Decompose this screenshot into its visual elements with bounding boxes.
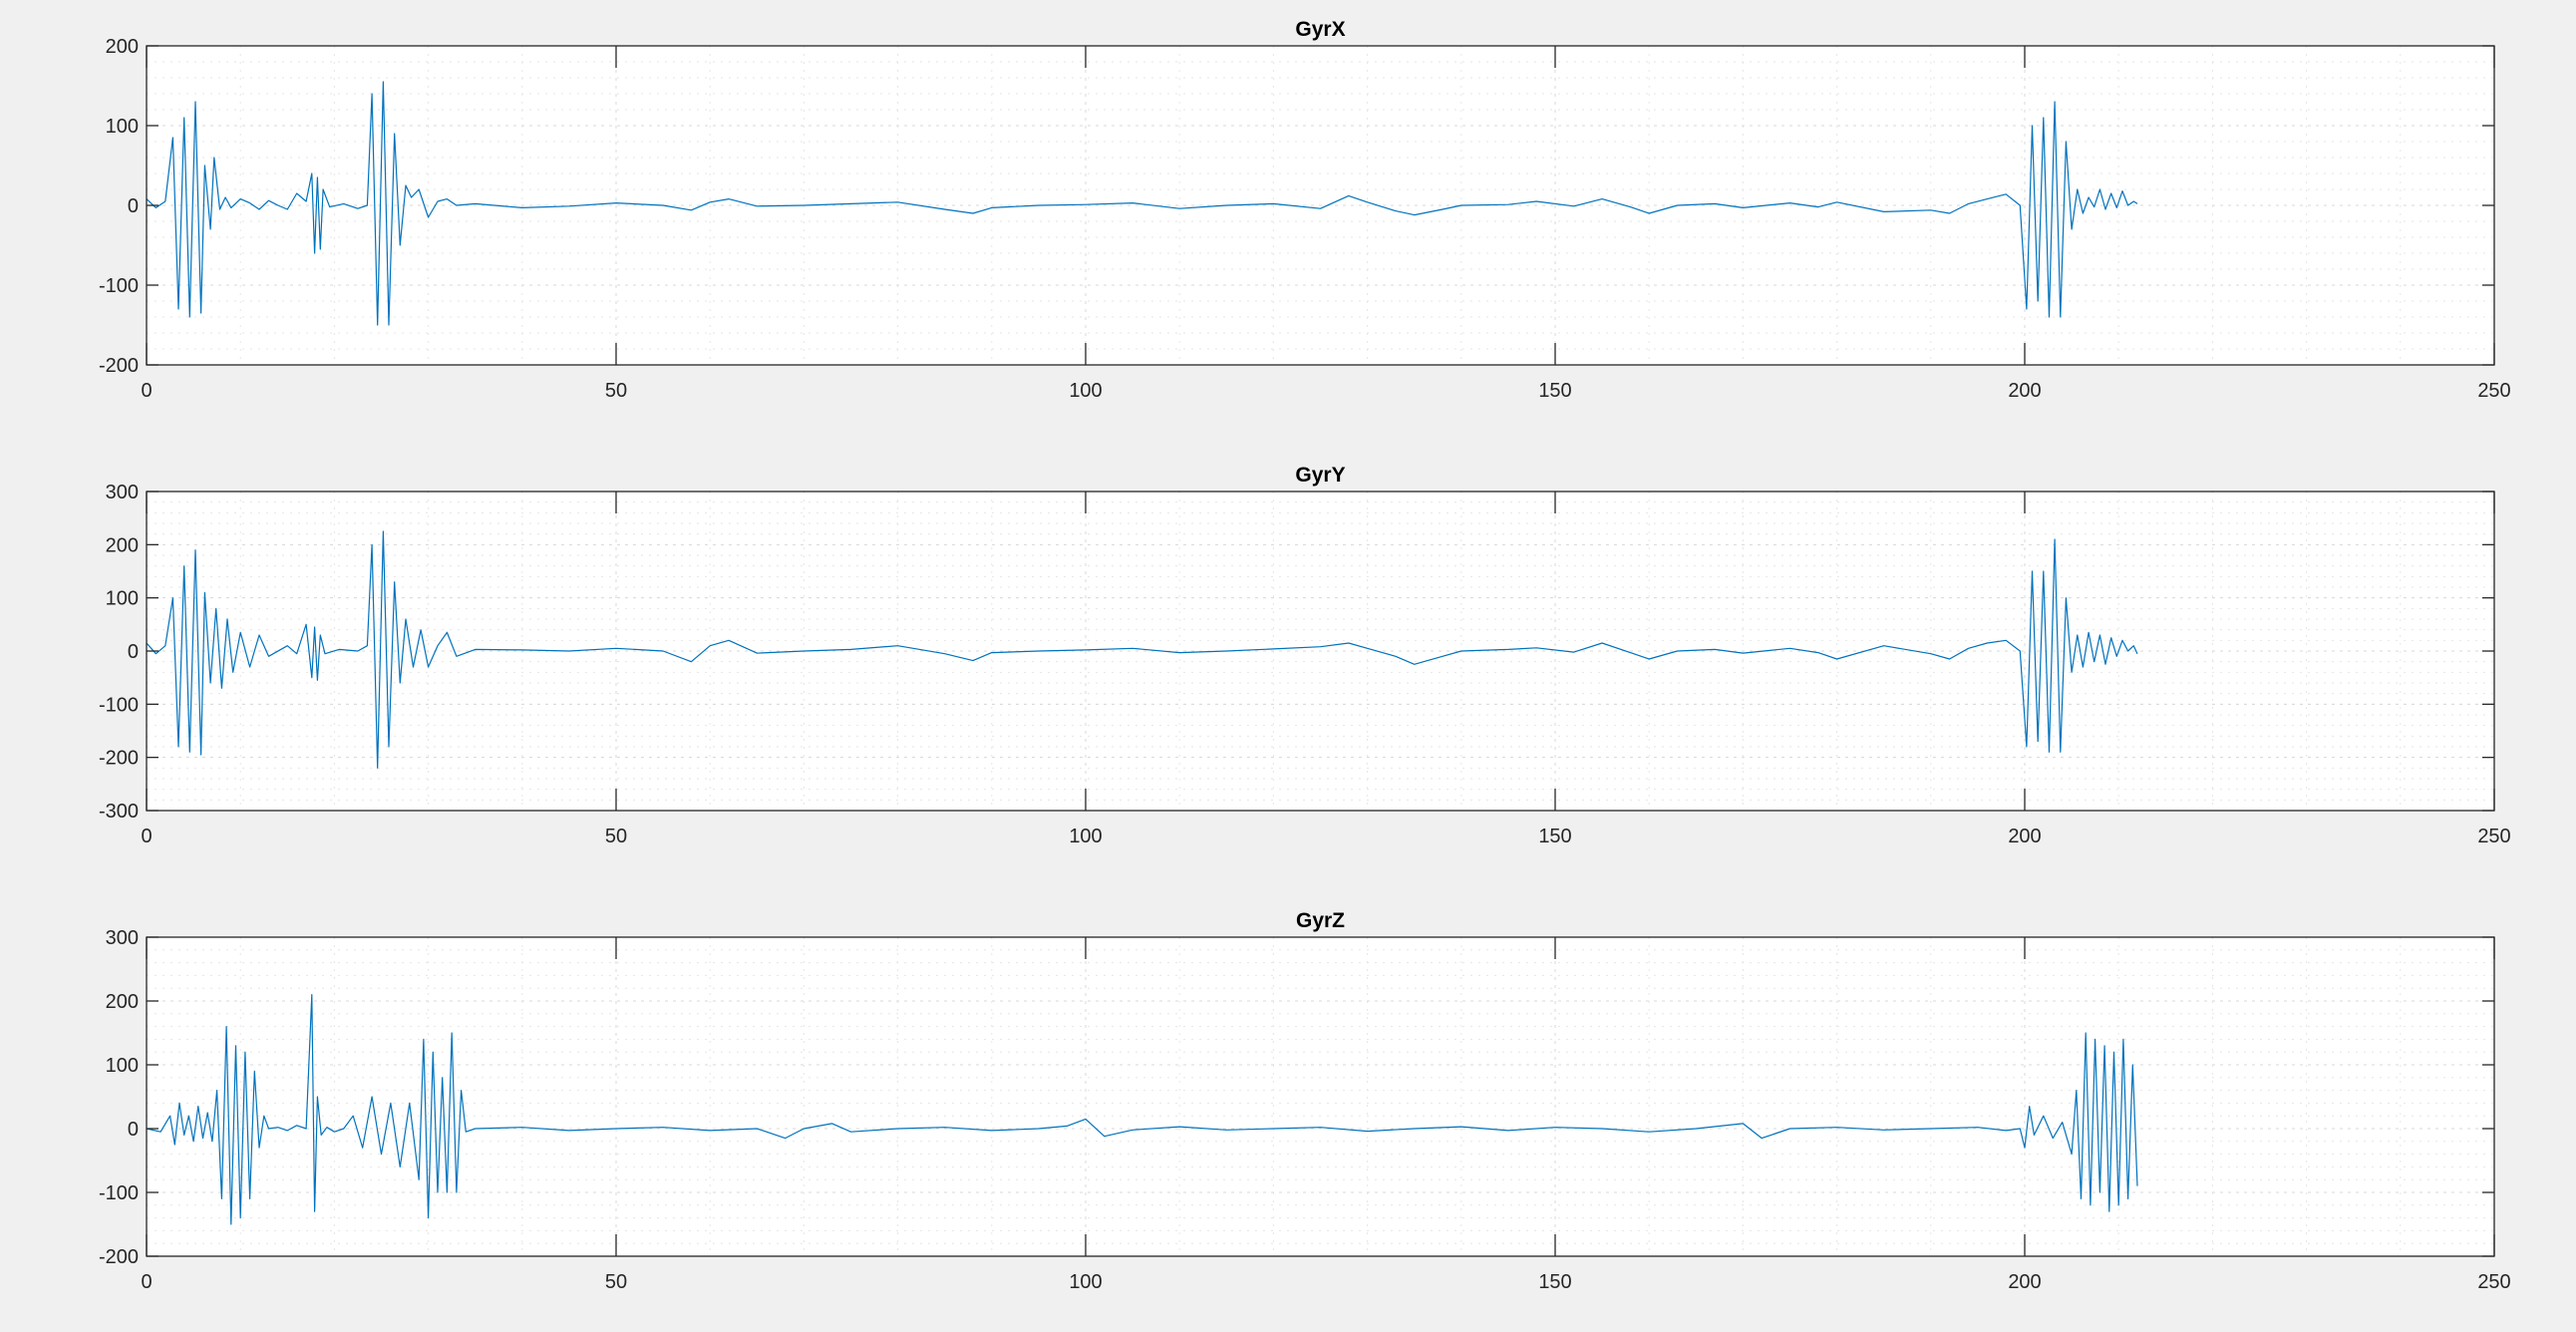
x-tick-label: 250 bbox=[2477, 1271, 2510, 1293]
x-tick-label: 250 bbox=[2477, 380, 2510, 402]
data-line-gyrx bbox=[146, 81, 2138, 326]
x-tick-label: 250 bbox=[2477, 826, 2510, 847]
subplot-gyrz: 0 50 100 150 200 250 -200 -100 0 100 200 300 GyrZ bbox=[99, 909, 2511, 1293]
chart-title: GyrY bbox=[1295, 464, 1345, 487]
y-tick-label: 0 bbox=[128, 1119, 139, 1141]
y-tick-label: 0 bbox=[128, 641, 139, 663]
y-tick-label: 200 bbox=[106, 534, 139, 556]
x-tick-label: 50 bbox=[605, 826, 627, 847]
y-tick-label: -200 bbox=[99, 1246, 139, 1268]
x-tick-label: 100 bbox=[1069, 380, 1102, 402]
subplot-gyrx: 0 50 100 150 200 250 -200 -100 0 100 200 GyrX bbox=[99, 18, 2511, 402]
y-tick-label: -100 bbox=[99, 275, 139, 297]
x-tick-label: 100 bbox=[1069, 1271, 1102, 1293]
chart-title: GyrX bbox=[1295, 18, 1345, 41]
x-tick-label: 0 bbox=[141, 1271, 152, 1293]
x-tick-label: 0 bbox=[141, 380, 152, 402]
x-tick-label: 150 bbox=[1538, 826, 1571, 847]
axes-background bbox=[147, 937, 2494, 1256]
y-tick-label: 200 bbox=[106, 36, 139, 58]
x-tick-label: 150 bbox=[1538, 380, 1571, 402]
y-tick-label: 100 bbox=[106, 588, 139, 610]
subplot-gyry: 0 50 100 150 200 250 -300 -200 -100 0 100 200 300 Gyr… bbox=[99, 464, 2511, 847]
axes-box bbox=[146, 936, 2495, 1257]
x-tick-label: 50 bbox=[605, 1271, 627, 1293]
y-tick-label: -100 bbox=[99, 694, 139, 716]
data-line-gyrz bbox=[146, 993, 2138, 1225]
x-tick-label: 200 bbox=[2008, 1271, 2041, 1293]
y-tick-label: -200 bbox=[99, 355, 139, 377]
y-tick-label: 300 bbox=[106, 482, 139, 503]
y-tick-label: -100 bbox=[99, 1182, 139, 1204]
y-tick-label: 0 bbox=[128, 195, 139, 217]
y-tick-label: -200 bbox=[99, 748, 139, 770]
y-tick-label: 100 bbox=[106, 1055, 139, 1077]
y-tick-label: 300 bbox=[106, 927, 139, 949]
data-line-gyry bbox=[146, 530, 2138, 769]
x-tick-label: 100 bbox=[1069, 826, 1102, 847]
x-tick-label: 200 bbox=[2008, 826, 2041, 847]
x-tick-label: 0 bbox=[141, 826, 152, 847]
x-tick-label: 150 bbox=[1538, 1271, 1571, 1293]
chart-title: GyrZ bbox=[1296, 909, 1345, 932]
y-tick-label: 200 bbox=[106, 991, 139, 1013]
x-tick-label: 200 bbox=[2008, 380, 2041, 402]
y-tick-label: 100 bbox=[106, 116, 139, 138]
y-tick-label: -300 bbox=[99, 801, 139, 823]
x-tick-label: 50 bbox=[605, 380, 627, 402]
